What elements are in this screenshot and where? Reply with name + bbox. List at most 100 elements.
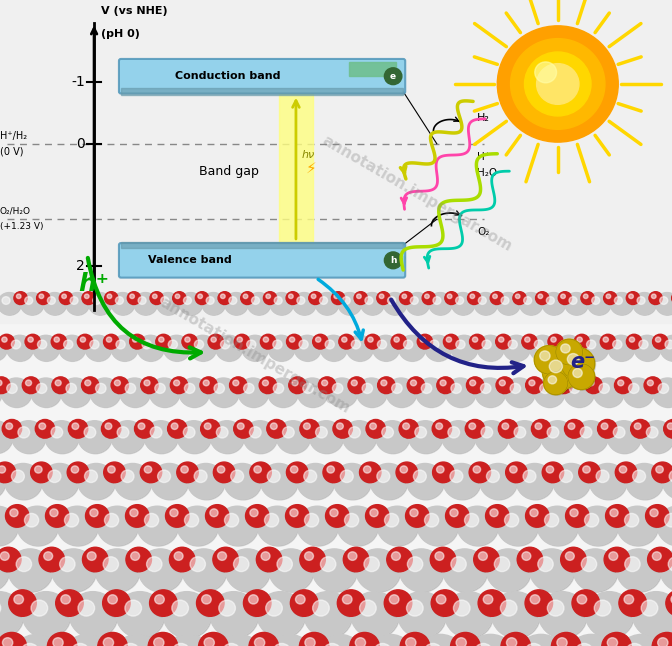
Circle shape [669,470,672,483]
Circle shape [168,420,187,439]
Circle shape [536,292,549,304]
Circle shape [257,548,282,572]
Circle shape [208,378,239,407]
Circle shape [564,293,588,315]
Circle shape [374,643,392,646]
Circle shape [214,463,235,483]
Circle shape [551,337,556,342]
Circle shape [425,514,439,527]
Circle shape [399,292,413,304]
Circle shape [321,557,336,572]
Circle shape [173,292,186,305]
Circle shape [257,592,304,638]
Circle shape [554,464,591,500]
Circle shape [200,377,217,393]
Circle shape [304,470,317,483]
Circle shape [179,293,202,315]
Circle shape [230,470,244,483]
Circle shape [623,378,653,407]
Circle shape [572,590,599,616]
Circle shape [558,292,572,304]
Circle shape [190,335,216,360]
Circle shape [89,293,112,315]
Circle shape [501,297,509,304]
Circle shape [99,633,128,646]
Circle shape [230,377,247,393]
Circle shape [490,292,503,304]
Circle shape [45,421,78,453]
Circle shape [655,293,672,315]
Circle shape [538,507,579,546]
Circle shape [366,505,390,528]
Text: Valence band: Valence band [148,255,232,266]
Circle shape [601,423,608,430]
Circle shape [112,422,145,453]
Circle shape [339,334,354,349]
Circle shape [0,632,26,646]
Circle shape [40,548,65,572]
Circle shape [598,420,618,439]
Circle shape [130,334,145,349]
Circle shape [121,470,134,483]
Circle shape [0,466,5,473]
Circle shape [470,463,491,483]
Circle shape [185,337,190,342]
Circle shape [597,419,617,438]
Circle shape [362,383,372,393]
Text: V (vs NHE): V (vs NHE) [101,6,167,16]
Circle shape [425,335,451,360]
Circle shape [627,335,642,349]
Circle shape [183,297,192,304]
Circle shape [443,463,480,499]
Circle shape [149,633,179,646]
Circle shape [661,550,672,592]
Circle shape [416,636,467,646]
Circle shape [103,462,125,483]
Circle shape [417,379,446,408]
Circle shape [351,592,398,638]
Circle shape [360,463,382,483]
Circle shape [534,346,564,374]
Circle shape [39,547,65,572]
Circle shape [26,335,41,349]
Circle shape [604,547,630,572]
Circle shape [348,552,357,560]
Circle shape [470,334,485,349]
Circle shape [497,26,618,142]
Circle shape [603,633,632,646]
Circle shape [549,360,562,373]
Circle shape [117,427,129,438]
Circle shape [364,557,379,572]
Circle shape [607,421,640,453]
Circle shape [373,336,400,361]
Circle shape [31,378,60,407]
Circle shape [532,420,551,439]
Circle shape [208,334,223,349]
Circle shape [415,427,427,438]
Circle shape [599,383,610,393]
Circle shape [256,547,282,572]
Circle shape [235,420,253,439]
Circle shape [433,462,454,483]
Circle shape [46,505,69,527]
Circle shape [0,506,17,545]
Circle shape [451,557,466,572]
Circle shape [0,507,19,546]
Circle shape [213,462,235,483]
Circle shape [477,335,503,360]
Circle shape [286,462,308,483]
Circle shape [523,297,532,304]
Circle shape [298,464,335,500]
Circle shape [270,293,293,315]
Circle shape [7,335,33,360]
Circle shape [190,336,216,361]
Circle shape [293,293,316,315]
Circle shape [150,590,177,616]
Circle shape [263,634,314,646]
Circle shape [349,427,360,438]
Circle shape [537,506,577,545]
Circle shape [292,293,316,315]
Circle shape [2,337,7,342]
Circle shape [631,420,650,439]
Circle shape [448,294,452,298]
